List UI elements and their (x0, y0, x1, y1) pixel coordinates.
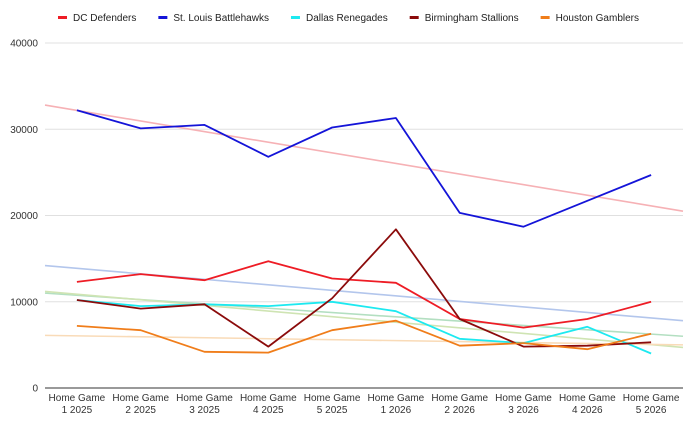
x-tick-label: Home Game 5 2025 (304, 393, 361, 416)
trendline (44, 104, 684, 212)
legend-swatch (540, 16, 550, 19)
legend-item: Birmingham Stallions (409, 13, 519, 24)
legend-item: Dallas Renegades (290, 13, 388, 24)
x-tick-label: Home Game 4 2026 (559, 393, 616, 416)
legend-item: St. Louis Battlehawks (158, 13, 269, 24)
gridlines (45, 42, 683, 389)
legend-swatch (158, 16, 168, 19)
trendline (44, 334, 684, 346)
x-tick-label: Home Game 4 2025 (240, 393, 297, 416)
legend-swatch (409, 16, 419, 19)
legend-swatch (58, 16, 67, 19)
legend-item: DC Defenders (58, 13, 136, 24)
series-line (76, 299, 652, 355)
legend-label: Dallas Renegades (306, 13, 388, 24)
legend-swatch (290, 16, 300, 19)
x-axis: Home Game 1 2025 Home Game 2 2025 Home Game 3… (49, 393, 680, 416)
x-tick-label: Home Game 2 2026 (431, 393, 488, 416)
y-tick-label: 40000 (10, 39, 38, 50)
legend-label: DC Defenders (73, 13, 136, 24)
x-tick-label: Home Game 5 2026 (623, 393, 680, 416)
x-tick-label: Home Game 3 2026 (495, 393, 552, 416)
legend-label: Houston Gamblers (556, 13, 639, 24)
legend-label: St. Louis Battlehawks (173, 13, 269, 24)
y-tick-label: 30000 (10, 125, 38, 136)
trendlines (44, 104, 684, 349)
series-line (76, 319, 652, 354)
y-tick-label: 0 (32, 384, 38, 395)
x-tick-label: Home Game 3 2025 (176, 393, 233, 416)
y-tick-label: 10000 (10, 297, 38, 308)
trendline (44, 290, 684, 349)
series-line (76, 109, 652, 228)
x-tick-label: Home Game 1 2025 (49, 393, 106, 416)
series-lines (76, 109, 652, 355)
series-line (76, 260, 652, 329)
legend-label: Birmingham Stallions (425, 13, 519, 24)
y-axis: 0 10000 20000 30000 40000 (10, 39, 38, 395)
x-tick-label: Home Game 1 2026 (368, 393, 425, 416)
legend: DC Defenders St. Louis Battlehawks Dallas … (58, 13, 639, 24)
x-tick-label: Home Game 2 2025 (112, 393, 169, 416)
y-tick-label: 20000 (10, 211, 38, 222)
legend-item: Houston Gamblers (540, 13, 639, 24)
